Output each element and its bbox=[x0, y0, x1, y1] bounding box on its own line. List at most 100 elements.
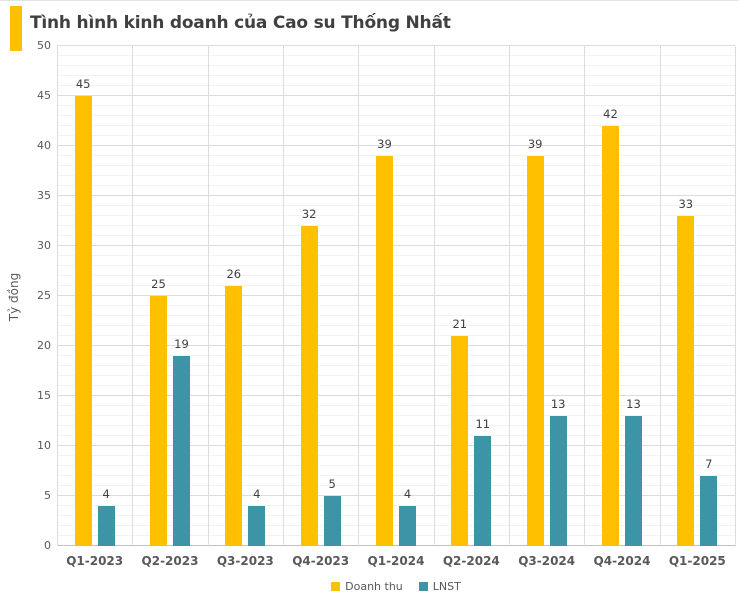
bar-lnst bbox=[624, 416, 642, 546]
bar-value-label: 7 bbox=[705, 457, 713, 471]
category-group: 33 7 bbox=[660, 46, 735, 546]
bar-value-label: 42 bbox=[603, 107, 618, 121]
gridline-horizontal bbox=[57, 55, 735, 56]
bar-lnst bbox=[172, 356, 190, 546]
x-axis-category-label: Q2-2023 bbox=[141, 554, 199, 568]
bar-doanh-thu bbox=[74, 96, 92, 546]
gridline-horizontal bbox=[57, 495, 735, 496]
y-axis-tick-label: 45 bbox=[37, 89, 51, 102]
bar-value-label: 39 bbox=[527, 137, 543, 151]
gridline-horizontal bbox=[57, 365, 735, 366]
bar-lnst bbox=[323, 496, 341, 546]
gridline-horizontal bbox=[57, 505, 735, 506]
gridline-vertical bbox=[132, 46, 134, 546]
gridline-horizontal bbox=[57, 285, 735, 286]
gridline-horizontal bbox=[57, 415, 735, 416]
category-group: 42 13 bbox=[584, 46, 659, 546]
gridline-horizontal bbox=[57, 345, 735, 346]
gridline-horizontal bbox=[57, 335, 735, 336]
category-group: 26 4 bbox=[208, 46, 283, 546]
bar-lnst bbox=[248, 506, 266, 546]
bar-lnst bbox=[700, 476, 718, 546]
bar-value-label: 33 bbox=[678, 197, 694, 211]
gridline-horizontal bbox=[57, 235, 735, 236]
gridline-horizontal bbox=[57, 195, 735, 196]
title-accent-bar bbox=[10, 6, 22, 51]
y-axis-tick-label: 0 bbox=[44, 539, 51, 552]
gridline-vertical bbox=[283, 46, 284, 546]
legend-label: Doanh thu bbox=[345, 579, 403, 593]
gridline-horizontal bbox=[57, 355, 735, 356]
gridline-horizontal bbox=[57, 275, 735, 276]
y-axis-tick-label: 40 bbox=[37, 139, 51, 152]
y-axis-tick-label: 25 bbox=[37, 289, 51, 302]
gridline-horizontal bbox=[57, 265, 735, 266]
gridline-horizontal bbox=[57, 215, 735, 216]
bar-value-label: 32 bbox=[301, 207, 317, 221]
x-axis-category-label: Q3-2024 bbox=[518, 554, 576, 568]
x-axis-category-label: Q3-2023 bbox=[216, 554, 274, 568]
bar-value-label: 11 bbox=[475, 417, 491, 431]
chart-legend: Doanh thu LNST bbox=[57, 578, 735, 594]
gridline-horizontal bbox=[57, 165, 735, 166]
gridline-horizontal bbox=[57, 185, 735, 186]
category-group: 39 13 bbox=[509, 46, 584, 546]
x-axis-category-label: Q4-2023 bbox=[292, 554, 350, 568]
legend-swatch-doanh-thu bbox=[331, 581, 341, 591]
y-axis-tick-label: 10 bbox=[37, 439, 51, 452]
legend-swatch-lnst bbox=[418, 581, 428, 591]
gridline-vertical bbox=[509, 46, 510, 546]
gridline-horizontal bbox=[57, 375, 735, 376]
bar-doanh-thu bbox=[225, 286, 243, 546]
bar-value-label: 19 bbox=[174, 337, 189, 351]
gridline-vertical bbox=[207, 46, 209, 546]
bar-doanh-thu bbox=[526, 156, 544, 546]
chart-title: Tình hình kinh doanh của Cao su Thống Nh… bbox=[30, 13, 451, 33]
gridline-horizontal bbox=[57, 95, 735, 96]
legend-label: LNST bbox=[432, 579, 461, 593]
bar-value-label: 39 bbox=[377, 137, 392, 151]
gridline-horizontal bbox=[57, 535, 735, 536]
bar-lnst bbox=[549, 416, 567, 546]
gridline-horizontal bbox=[57, 245, 735, 246]
bar-value-label: 4 bbox=[403, 487, 412, 501]
bar-doanh-thu bbox=[677, 216, 695, 546]
y-axis-tick-label: 15 bbox=[37, 389, 51, 402]
bar-doanh-thu bbox=[601, 126, 619, 546]
gridline-horizontal bbox=[57, 525, 735, 526]
bar-value-label: 26 bbox=[226, 267, 242, 281]
bar-value-label: 5 bbox=[328, 477, 336, 491]
bar-value-label: 13 bbox=[550, 397, 566, 411]
bar-value-label: 4 bbox=[102, 487, 110, 501]
category-group: 25 19 bbox=[132, 46, 207, 546]
gridline-horizontal bbox=[57, 105, 735, 106]
gridline-vertical bbox=[57, 46, 58, 546]
gridline-horizontal bbox=[57, 305, 735, 306]
gridline-horizontal bbox=[57, 385, 735, 386]
gridline-horizontal bbox=[57, 205, 735, 206]
y-axis-tick-label: 5 bbox=[44, 489, 51, 502]
x-axis-category-label: Q1-2023 bbox=[66, 554, 124, 568]
gridline-horizontal bbox=[57, 325, 735, 326]
x-axis-category-label: Q1-2025 bbox=[668, 554, 726, 568]
gridline-horizontal bbox=[57, 445, 735, 446]
bar-doanh-thu bbox=[300, 226, 318, 546]
bar-value-label: 45 bbox=[75, 77, 91, 91]
gridline-horizontal bbox=[57, 435, 735, 436]
x-axis-line bbox=[57, 545, 735, 546]
category-group: 45 4 bbox=[57, 46, 132, 546]
x-axis-category-label: Q1-2024 bbox=[367, 554, 425, 568]
gridline-horizontal bbox=[57, 115, 735, 116]
legend-item-doanh-thu: Doanh thu bbox=[331, 580, 403, 593]
gridline-vertical bbox=[584, 46, 586, 546]
bar-doanh-thu bbox=[375, 156, 393, 546]
bar-value-label: 4 bbox=[253, 487, 261, 501]
gridline-horizontal bbox=[57, 295, 735, 296]
gridline-vertical bbox=[735, 46, 736, 546]
gridline-vertical bbox=[659, 46, 661, 546]
bar-value-label: 25 bbox=[151, 277, 166, 291]
gridline-horizontal bbox=[57, 175, 735, 176]
legend-item-lnst: LNST bbox=[418, 579, 461, 593]
gridline-horizontal bbox=[57, 155, 735, 156]
gridline-horizontal bbox=[57, 145, 735, 146]
